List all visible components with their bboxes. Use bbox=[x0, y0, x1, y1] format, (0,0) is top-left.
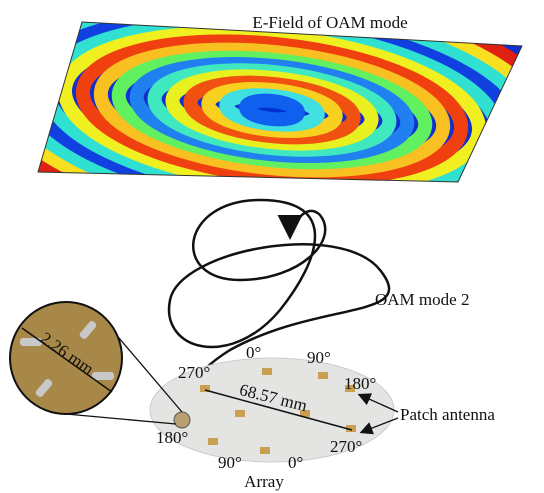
angle: 270° bbox=[178, 363, 210, 382]
angle: 0° bbox=[288, 453, 303, 472]
angle: 180° bbox=[344, 374, 376, 393]
angle: 0° bbox=[246, 343, 261, 362]
array-label: Array bbox=[244, 472, 284, 491]
angle: 90° bbox=[218, 453, 242, 472]
title: E-Field of OAM mode bbox=[252, 13, 407, 32]
e-field-map bbox=[0, 0, 544, 261]
angle: 90° bbox=[307, 348, 331, 367]
diagram: E-Field of OAM mode OAM mode 2 68.57 mm … bbox=[0, 0, 544, 493]
mode-label: OAM mode 2 bbox=[375, 290, 469, 309]
callout: Patch antenna bbox=[400, 405, 495, 424]
angle: 180° bbox=[156, 428, 188, 447]
page: E-Field of OAM mode OAM mode 2 68.57 mm … bbox=[0, 0, 544, 493]
angle: 270° bbox=[330, 437, 362, 456]
